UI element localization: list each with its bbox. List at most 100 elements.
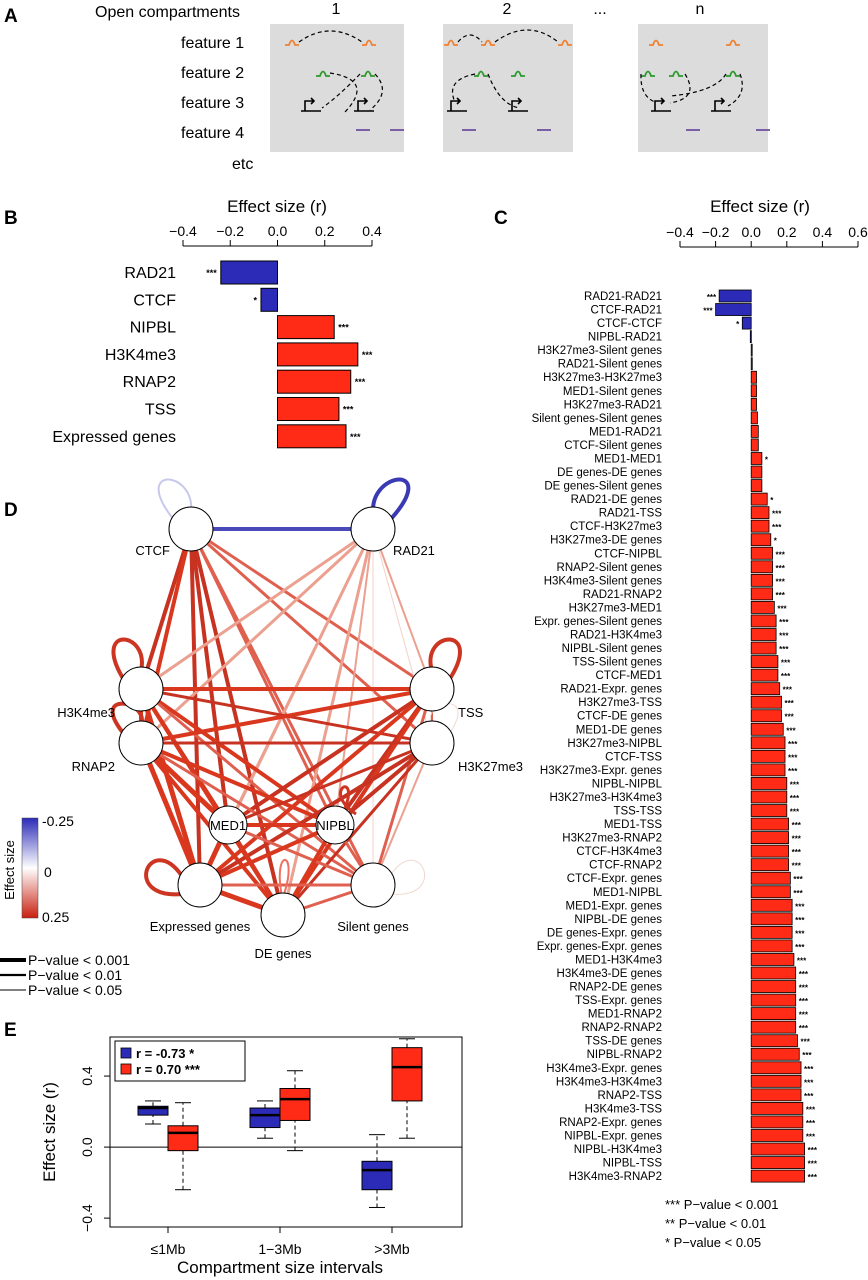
row-label-feature-4: feature 4 bbox=[181, 125, 244, 142]
panel-b-category-label: TSS bbox=[145, 402, 176, 419]
network-self-loop bbox=[428, 637, 462, 682]
panel-c-bar bbox=[750, 695, 782, 709]
column-label-1: 1 bbox=[332, 1, 341, 18]
panel-b: Effect size (r) −0.4 −0.2 0.0 0.2 0.4 RAD21 *… bbox=[52, 197, 382, 449]
panel-c-axis: −0.4 −0.2 0.0 0.2 0.4 0.6 bbox=[666, 224, 868, 248]
network-edge bbox=[139, 687, 337, 827]
panel-c-significance: *** bbox=[793, 889, 803, 898]
compartment-box-2 bbox=[443, 24, 573, 152]
panel-c-category-label: H3K27me3-Expr. genes bbox=[540, 765, 662, 777]
panel-c-bar bbox=[750, 506, 770, 520]
row-label-etc: etc bbox=[232, 156, 253, 173]
panel-c-significance: *** bbox=[800, 1038, 810, 1047]
panel-c-axis-title: Effect size (r) bbox=[710, 197, 810, 216]
colorbar-tick-pos: 0.25 bbox=[42, 909, 69, 925]
panel-b-bar bbox=[220, 260, 279, 285]
panel-c-category-label: H3K27me3-DE genes bbox=[550, 535, 662, 547]
legend-text-001: P−value < 0.001 bbox=[28, 952, 130, 968]
network-self-loop bbox=[370, 477, 411, 522]
network-edge bbox=[198, 687, 434, 887]
panel-c-bar bbox=[750, 573, 773, 587]
panel-c-category-label: NIPBL-H3K4me3 bbox=[574, 1144, 662, 1156]
network-edge bbox=[139, 527, 193, 691]
network-node bbox=[350, 862, 396, 908]
interaction-arc bbox=[451, 73, 476, 103]
panel-c-tick-label: −0.2 bbox=[702, 224, 730, 240]
e-ytick-label: −0.4 bbox=[79, 1204, 95, 1232]
network-node bbox=[260, 892, 306, 938]
panel-c-category-label: DE genes-Silent genes bbox=[544, 481, 662, 493]
panel-c-category-label: H3K4me3-Silent genes bbox=[544, 575, 663, 587]
legend-text-01: P−value < 0.01 bbox=[28, 967, 122, 983]
legend-entry-blue: r = -0.73 * bbox=[136, 1046, 195, 1061]
panel-c-significance: * bbox=[774, 537, 778, 546]
panel-c-category-label: MED1-TSS bbox=[604, 819, 662, 831]
panel-c-significance: *** bbox=[788, 767, 798, 776]
panel-c-category-label: TSS-Silent genes bbox=[573, 657, 663, 669]
panel-c-bar bbox=[750, 1088, 802, 1102]
panel-b-bar bbox=[277, 397, 340, 421]
network-edge bbox=[226, 823, 375, 887]
panel-c-significance: *** bbox=[779, 632, 789, 641]
panel-c-bar bbox=[750, 722, 784, 736]
panel-b-tick-label: 0.2 bbox=[315, 223, 335, 239]
panel-c-tick-label: 0.2 bbox=[777, 224, 797, 240]
peak-icon bbox=[474, 70, 488, 77]
panel-c-significance: *** bbox=[799, 997, 809, 1006]
panel-c-bar bbox=[750, 777, 788, 790]
interaction-arc bbox=[640, 73, 656, 103]
panel-c-category-label: RNAP2-TSS bbox=[597, 1090, 662, 1102]
panel-e: −0.40.00.4≤1Mb 1−3Mb >3Mb Effect size (r) … bbox=[40, 1036, 463, 1277]
compartment-box-1 bbox=[270, 24, 404, 152]
panel-c-category-label: H3K27me3-Silent genes bbox=[537, 345, 662, 357]
network-edge bbox=[189, 527, 202, 887]
network-edge bbox=[189, 527, 434, 745]
panel-c-category-label: CTCF-Silent genes bbox=[564, 440, 662, 452]
panel-c-significance: *** bbox=[804, 1078, 814, 1087]
panel-b-axis-title: Effect size (r) bbox=[227, 197, 327, 216]
panel-c-bar bbox=[750, 411, 758, 425]
panel-c-legend-001: *** P−value < 0.001 bbox=[665, 1197, 778, 1212]
panel-label-c: C bbox=[494, 208, 508, 229]
network-node bbox=[118, 666, 164, 712]
panel-c-category-label: Silent genes-Silent genes bbox=[532, 413, 663, 425]
peak-icon bbox=[361, 70, 375, 77]
panel-c-significance: *** bbox=[777, 604, 787, 613]
panel-c-bar bbox=[750, 858, 789, 872]
panel-c-category-label: Expr. genes-Expr. genes bbox=[537, 941, 663, 953]
panel-c-significance: *** bbox=[779, 618, 789, 627]
panel-b-category-label: RAD21 bbox=[124, 265, 176, 282]
e-xtick-label: ≤1Mb bbox=[151, 1241, 186, 1257]
panel-b-significance: *** bbox=[355, 377, 366, 387]
panel-c-bar bbox=[750, 1034, 798, 1048]
panel-b-bar bbox=[260, 287, 278, 312]
panel-c-significance: *** bbox=[784, 699, 794, 708]
peak-icon bbox=[649, 39, 663, 46]
panel-c-category-label: H3K27me3-NIPBL bbox=[567, 738, 662, 750]
panel-c-bar bbox=[750, 1169, 806, 1183]
panel-c-category-label: DE genes-DE genes bbox=[557, 467, 662, 479]
peak-icon bbox=[481, 39, 495, 46]
network-edge bbox=[198, 823, 337, 887]
network-edges bbox=[110, 477, 462, 918]
panel-c-category-label: NIPBL-RAD21 bbox=[588, 332, 662, 344]
panel-c-significance: *** bbox=[799, 1011, 809, 1020]
column-label-n: n bbox=[696, 1, 705, 18]
row-label-feature-3: feature 3 bbox=[181, 95, 244, 112]
panel-c-category-label: TSS-Expr. genes bbox=[575, 995, 662, 1007]
network-edge bbox=[371, 687, 434, 887]
colorbar-tick-zero: 0 bbox=[44, 864, 52, 880]
panel-c-significance: *** bbox=[793, 875, 803, 884]
peak-icon bbox=[316, 70, 330, 77]
panel-c-bar bbox=[750, 939, 793, 953]
panel-c-bars: RAD21-RAD21 ***CTCF-RAD21 ***CTCF-CTCF *NIP… bbox=[532, 289, 818, 1183]
panel-c-significance: *** bbox=[795, 902, 805, 911]
network-edge bbox=[334, 528, 374, 826]
network-node-label: Expressed genes bbox=[150, 919, 251, 934]
panel-c-bar bbox=[750, 736, 786, 750]
panel-c-category-label: NIPBL-Silent genes bbox=[562, 643, 663, 655]
panel-c-bar bbox=[750, 953, 795, 966]
tss-arrow-icon bbox=[651, 97, 671, 112]
panel-c-bar bbox=[750, 1156, 806, 1169]
panel-c-significance: *** bbox=[806, 1119, 816, 1128]
